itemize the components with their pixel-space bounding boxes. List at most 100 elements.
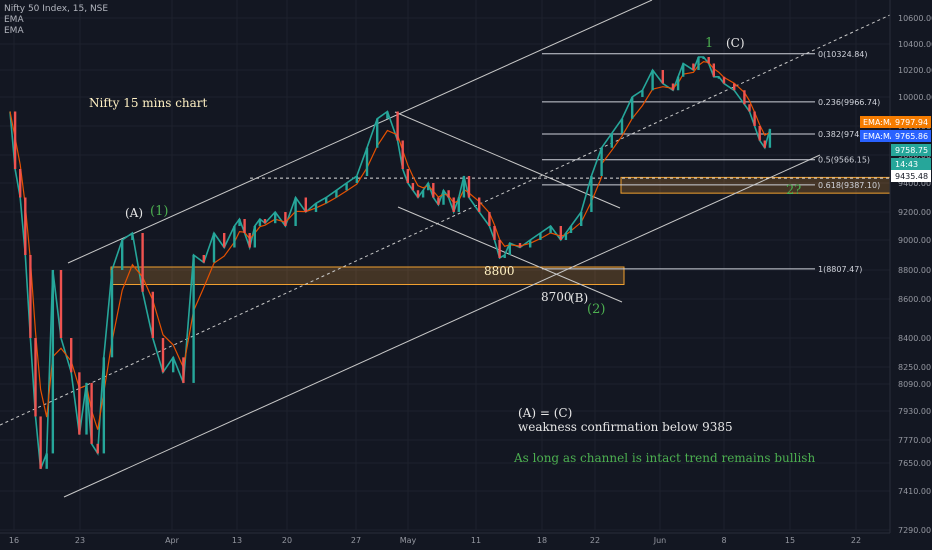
channel-mid-line [0, 14, 891, 426]
candle [202, 255, 205, 263]
candle [85, 382, 88, 435]
ema-line [9, 60, 771, 430]
candle [763, 140, 766, 148]
candle [478, 197, 481, 212]
candle [712, 63, 715, 77]
candle [172, 357, 175, 373]
price-tag-bg [891, 158, 931, 170]
indicator-ema-2[interactable]: EMA [4, 26, 24, 36]
candle [110, 270, 114, 358]
time-axis[interactable]: 16 23 Apr 13 20 27 May 11 18 22 Jun 8 15 22 [0, 532, 890, 545]
candle [355, 176, 358, 183]
candle [411, 183, 415, 191]
candle [610, 133, 613, 148]
candle [753, 111, 756, 126]
candle [29, 255, 32, 338]
wave-b-label: (B) [570, 291, 588, 305]
time-tick-label: 13 [232, 536, 242, 545]
price-tick-label: 7290.00 [898, 526, 931, 535]
wave-2q-label: 2? [786, 183, 801, 198]
candle [406, 169, 409, 183]
candle [442, 190, 445, 205]
price-tick-label: 7770.00 [898, 436, 931, 445]
candle [549, 226, 552, 233]
chart-title[interactable]: Nifty 50 Index, 15, NSE [4, 4, 109, 14]
candle [325, 197, 328, 204]
candle [314, 203, 318, 212]
price-tag-value: 9435.48 [895, 172, 928, 181]
chart-label: Nifty 15 mins chart [89, 96, 208, 110]
candle [34, 338, 37, 417]
time-tick-label: 20 [282, 536, 292, 545]
price-tag-label-bg [860, 116, 892, 128]
price-tick-label: 9400.00 [898, 179, 931, 188]
price-tick-label: 8600.00 [898, 295, 931, 304]
fib-label-2: 0.382(9745.2 [818, 130, 872, 139]
time-tick-label: 15 [785, 536, 795, 545]
candle [743, 90, 746, 105]
price-tick-label: 7410.00 [898, 487, 931, 496]
note-channel-bullish: As long as channel is intact trend remai… [513, 451, 815, 465]
indicator-ema-1[interactable]: EMA [4, 15, 24, 25]
candle [539, 233, 542, 240]
channel-upper-line [67, 0, 653, 264]
candle [733, 83, 736, 91]
candle [243, 219, 246, 233]
candle [427, 183, 430, 191]
wave-1-label: 1 [705, 36, 713, 51]
price-series [9, 56, 772, 470]
price-tick-label: 8400.00 [898, 334, 931, 343]
candle [493, 226, 496, 240]
candle [676, 76, 680, 91]
level-8800-label: 8800 [484, 264, 515, 278]
time-tick-label: May [400, 536, 417, 545]
price-tag-label: EMA:MA [863, 132, 896, 141]
candle [437, 197, 440, 205]
candle [258, 219, 262, 226]
candle [508, 243, 511, 255]
candle [590, 176, 593, 212]
candle [467, 176, 471, 198]
candle [294, 197, 297, 226]
time-tick-label: 27 [351, 536, 361, 545]
price-tick-label: 7930.00 [898, 407, 931, 416]
candle [70, 338, 73, 373]
candle [90, 382, 93, 444]
time-tick-label: 8 [721, 536, 726, 545]
candle [722, 76, 726, 84]
chart-grid [0, 0, 890, 531]
candle [503, 255, 506, 258]
candle [421, 190, 425, 198]
candle [386, 111, 389, 119]
candle [758, 126, 761, 141]
price-tick-label: 10600.00 [898, 14, 932, 23]
price-tag-bg [891, 116, 931, 128]
price-tag-value: 14:43 [895, 160, 918, 169]
candle [692, 63, 695, 70]
price-tick-label: 7650.00 [898, 459, 931, 468]
price-tick-label: 10200.00 [898, 66, 932, 75]
candle [559, 226, 562, 240]
time-tick-label: 22 [590, 536, 600, 545]
price-tag-label: EMA:MA [863, 118, 896, 127]
price-tag-bg [891, 144, 931, 156]
candle [462, 176, 466, 198]
candle [697, 57, 700, 70]
wave-a-label: (A) [125, 206, 143, 220]
note-a-equals-c: (A) = (C) [518, 406, 572, 420]
wave-2-paren-label: (2) [587, 302, 605, 317]
candle [682, 63, 685, 77]
candle [102, 357, 106, 454]
candle [192, 255, 195, 383]
candle [651, 70, 654, 91]
candle [182, 357, 185, 383]
candle [248, 233, 251, 248]
candle [707, 57, 710, 64]
candle [96, 443, 99, 454]
candle [447, 190, 450, 198]
time-tick-label: Jun [653, 536, 667, 545]
candle [748, 104, 751, 112]
candle [304, 197, 307, 212]
